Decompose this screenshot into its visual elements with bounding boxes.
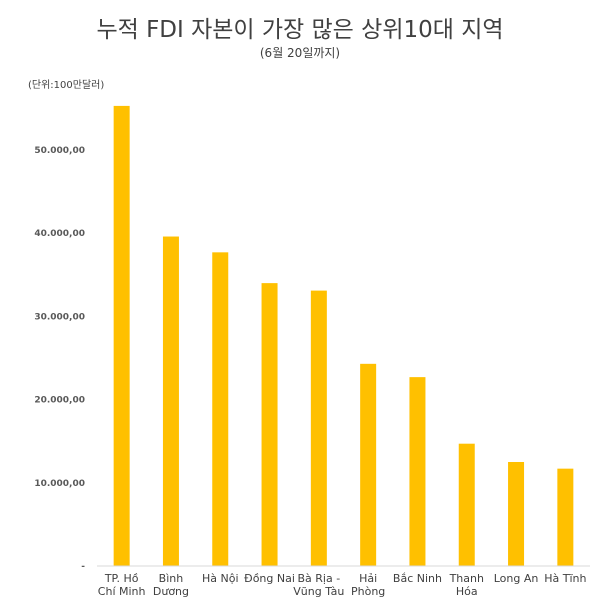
unit-label: (단위:100만달러) [28,78,104,91]
x-tick-label: Long An [494,572,539,585]
x-tick-label: Đồng Nai [244,572,295,585]
y-tick-label: 20.000,00 [34,396,85,406]
bar [360,363,377,566]
y-tick-label: 40.000,00 [34,229,85,239]
bar [409,377,426,566]
chart-title: 누적 FDI 자본이 가장 많은 상위10대 지역 [96,17,503,43]
y-tick-label: 10.000,00 [34,479,85,489]
bar [113,105,130,567]
y-axis-ticks: - 10.000,00 20.000,00 30.000,00 40.000,00 50.… [34,146,85,572]
bar [458,443,475,566]
x-tick-label: Bà Rịa -Vũng Tàu [293,572,344,598]
bars [113,105,574,567]
bar [557,468,574,566]
x-tick-label: Bình Dương [153,572,189,598]
y-tick-label: 30.000,00 [34,312,85,322]
chart-subtitle: (6월 20일까지) [260,46,340,60]
bar [508,462,525,566]
y-tick-label: 50.000,00 [34,146,85,156]
x-tick-label: TP. Hồ Chí Minh [98,572,146,598]
bar [261,283,278,566]
x-tick-label: Thanh Hóa [449,572,484,598]
x-tick-label: Hải Phòng [351,572,385,598]
bar [212,252,229,566]
x-axis-ticks: TP. Hồ Chí Minh Bình Dương Hà Nội Đồng Nai Bà … [98,572,587,598]
x-tick-label: Hà Nội [202,572,239,585]
x-tick-label: Bắc Ninh [393,572,442,585]
bar [162,236,179,566]
x-tick-label: Hà Tĩnh [544,572,586,585]
bar [310,290,327,566]
y-tick-label: - [81,562,85,572]
